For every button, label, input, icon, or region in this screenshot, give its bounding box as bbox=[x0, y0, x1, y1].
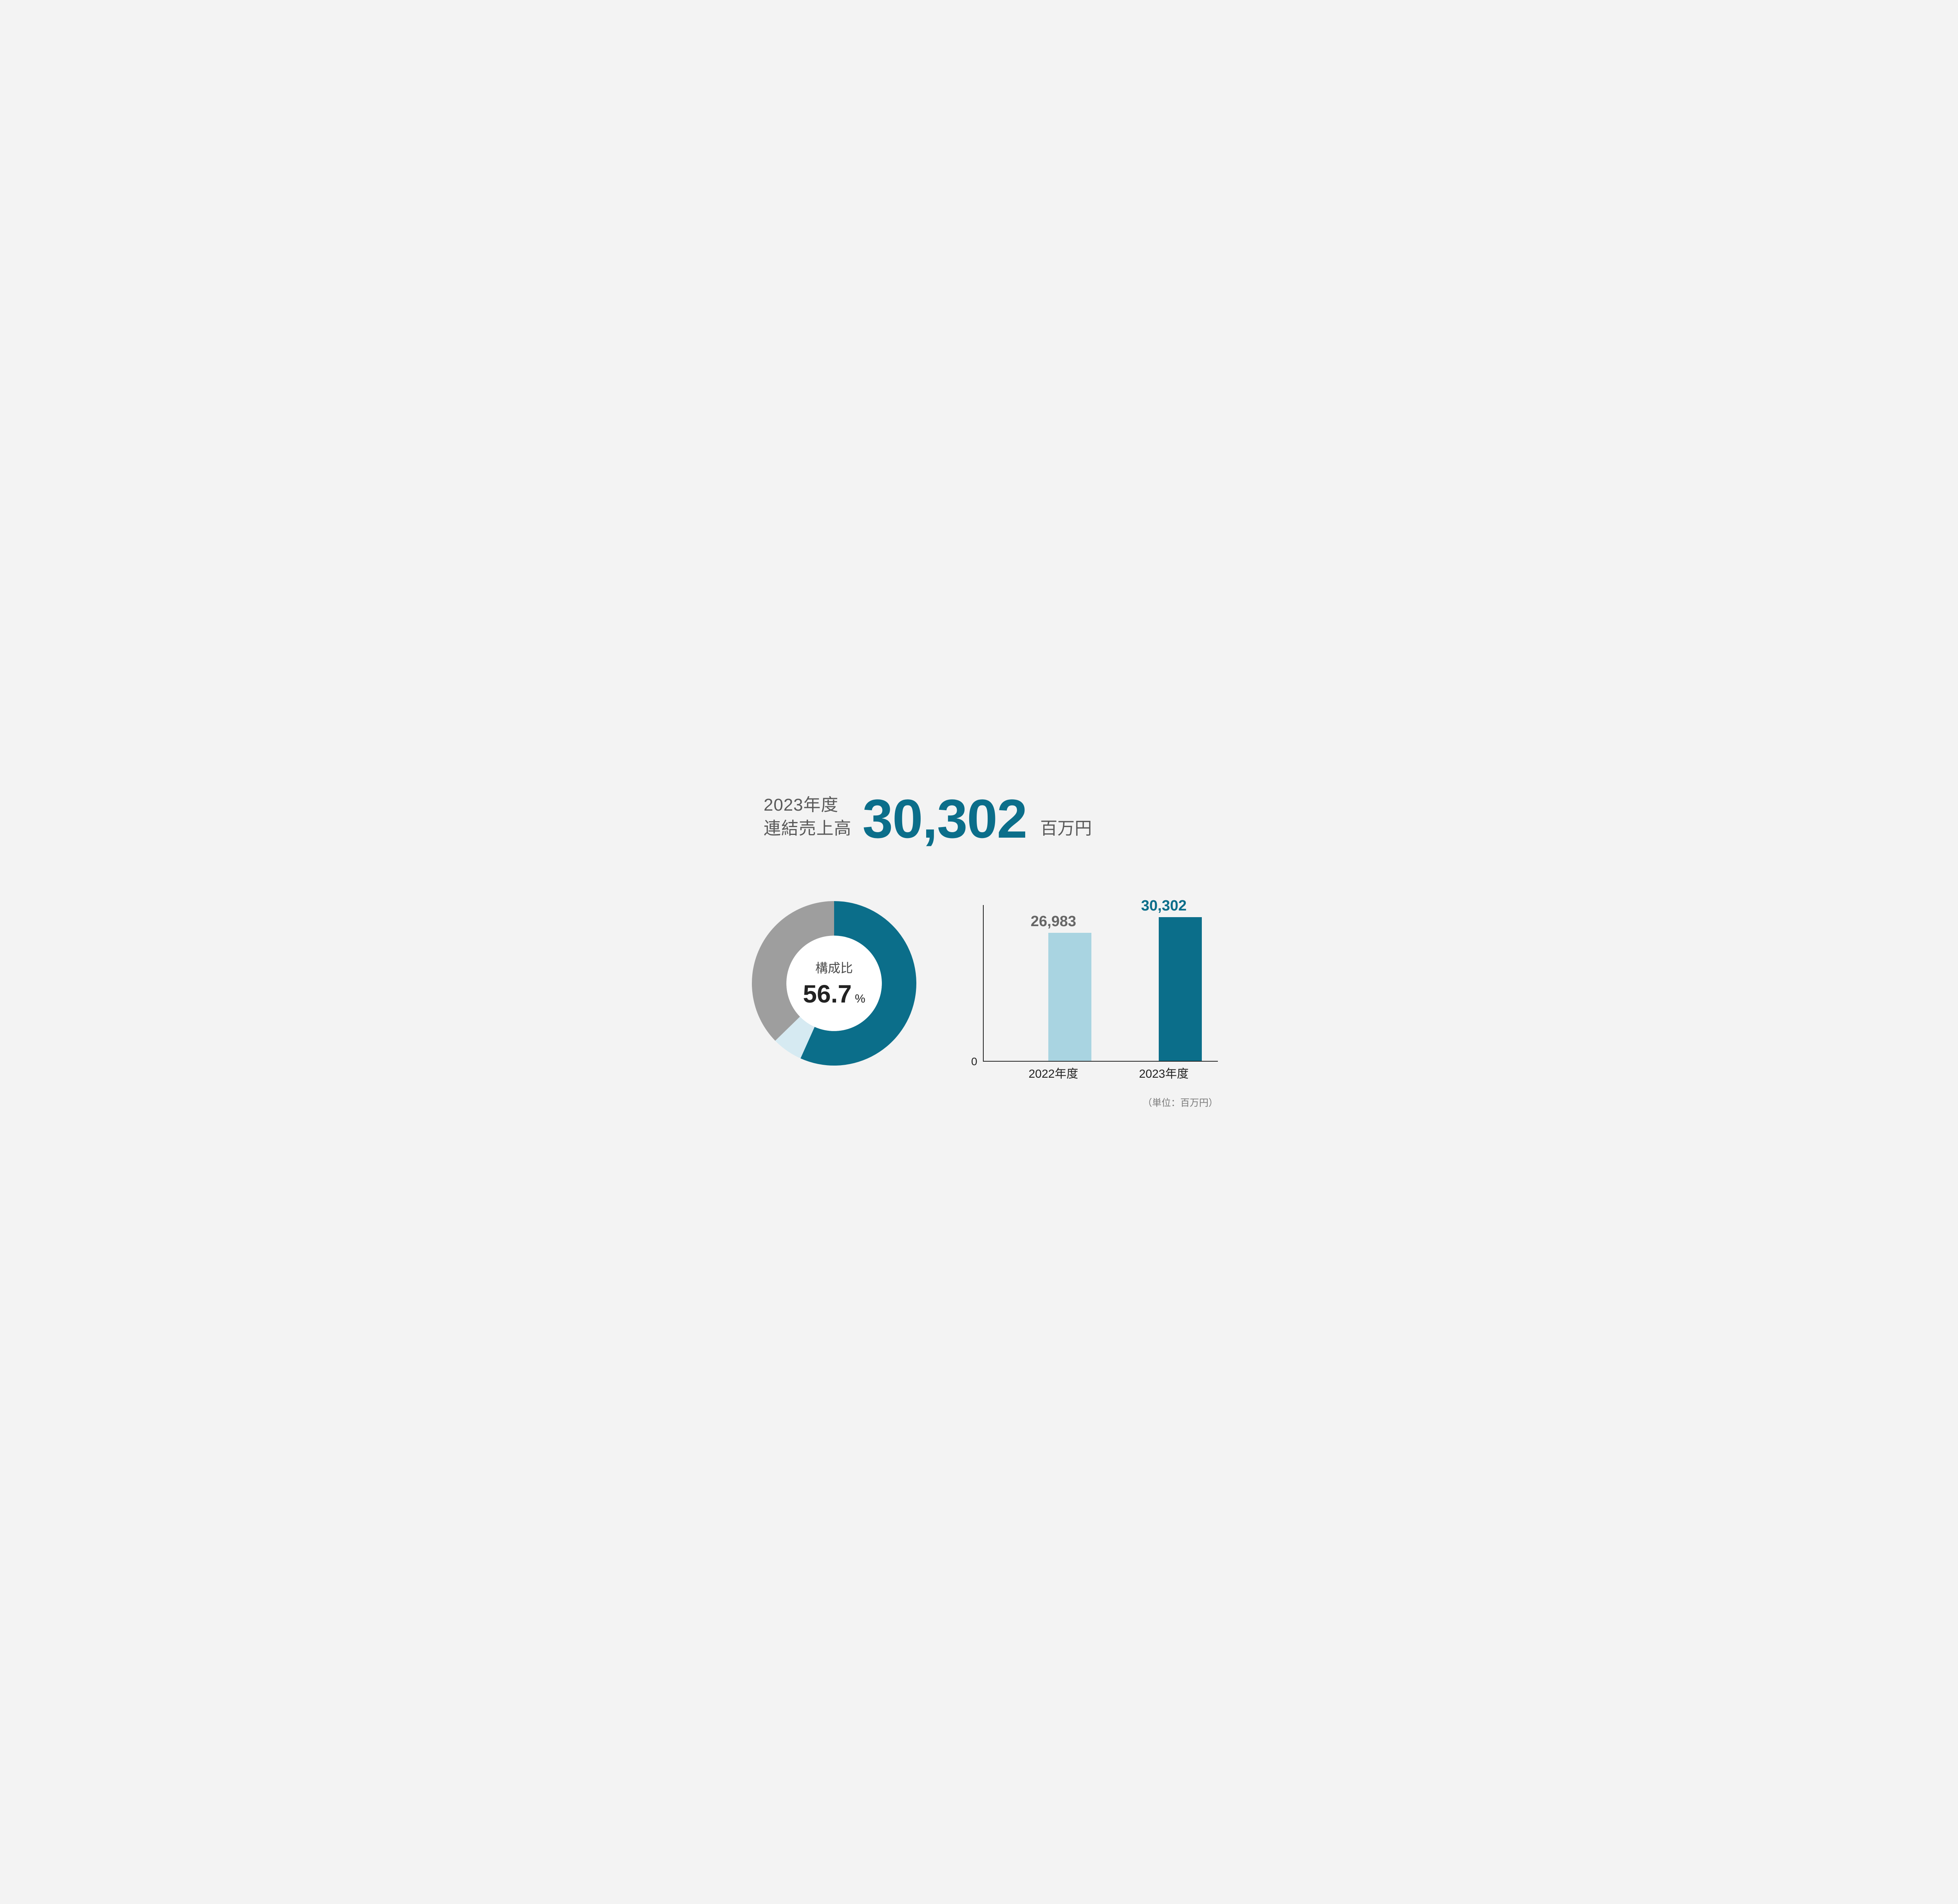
headline-prefix: 2023年度 連結売上高 bbox=[764, 793, 851, 846]
infographic-canvas: 2023年度 連結売上高 30,302 百万円 構成比 56.7 % （単位：百… bbox=[685, 756, 1273, 1148]
headline-prefix-line2: 連結売上高 bbox=[764, 817, 851, 840]
x-category-label-1: 2023年度 bbox=[1139, 1064, 1189, 1081]
donut-hole bbox=[786, 936, 882, 1031]
bar-unit-note: （単位：百万円） bbox=[1143, 1095, 1218, 1109]
bar-plot-area bbox=[983, 905, 1218, 1062]
bar-value-label-1: 30,302 bbox=[1141, 898, 1187, 914]
headline-prefix-line1: 2023年度 bbox=[764, 793, 851, 817]
headline-unit: 百万円 bbox=[1038, 814, 1092, 846]
headline-value: 30,302 bbox=[862, 791, 1027, 846]
bar-value-label-0: 26,983 bbox=[1031, 913, 1076, 930]
headline: 2023年度 連結売上高 30,302 百万円 bbox=[764, 791, 1092, 846]
bar-chart: （単位：百万円） 026,9832022年度30,3022023年度 bbox=[967, 878, 1218, 1085]
donut-chart: 構成比 56.7 % bbox=[752, 901, 916, 1066]
donut-svg bbox=[752, 901, 916, 1066]
bar-0 bbox=[1048, 933, 1091, 1061]
y-axis-zero-label: 0 bbox=[971, 1055, 977, 1068]
x-category-label-0: 2022年度 bbox=[1029, 1064, 1078, 1081]
bar-1 bbox=[1159, 917, 1202, 1061]
